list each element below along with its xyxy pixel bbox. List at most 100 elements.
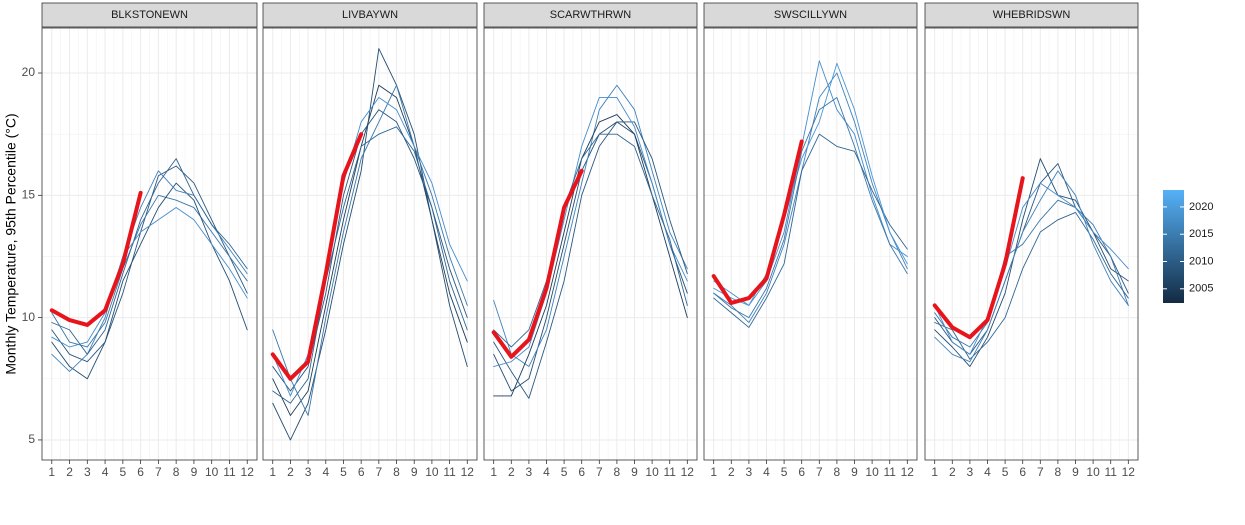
y-axis-title: Monthly Temperature, 95th Percentile (°C…	[3, 113, 19, 374]
x-tick-label: 2	[66, 465, 73, 479]
x-tick-label: 3	[84, 465, 91, 479]
x-tick-label: 5	[340, 465, 347, 479]
x-tick-label: 12	[1122, 465, 1136, 479]
x-tick-label: 10	[645, 465, 659, 479]
series-line	[713, 60, 908, 306]
x-tick-label: 2	[728, 465, 735, 479]
x-tick-label: 7	[155, 465, 162, 479]
colorbar-label: 2010	[1189, 255, 1213, 267]
x-tick-label: 11	[1104, 465, 1117, 479]
x-tick-label: 12	[241, 465, 255, 479]
highlight-line	[49, 190, 143, 327]
series-line	[713, 133, 908, 328]
x-tick-label: 8	[614, 465, 621, 479]
x-tick-label: 12	[901, 465, 915, 479]
series-line	[493, 114, 688, 397]
x-tick-label: 1	[931, 465, 938, 479]
series-line	[493, 133, 688, 348]
highlight-line	[711, 139, 804, 305]
x-tick-label: 3	[305, 465, 312, 479]
series-line	[934, 199, 1129, 348]
x-tick-label: 12	[681, 465, 695, 479]
panel-border	[924, 27, 1139, 461]
series-line	[51, 207, 248, 348]
facet-title: SCARWTHRWN	[550, 9, 632, 21]
x-tick-label: 10	[1086, 465, 1100, 479]
y-tick-label: 15	[22, 187, 36, 201]
x-tick-label: 10	[425, 465, 439, 479]
strip	[41, 2, 258, 28]
x-tick-label: 9	[411, 465, 418, 479]
series-line	[493, 97, 688, 367]
x-tick-label: 11	[443, 465, 456, 479]
facet-title: SWSCILLYWN	[774, 9, 847, 21]
colorbar-label: 2005	[1189, 283, 1213, 295]
x-tick-label: 9	[631, 465, 638, 479]
x-tick-label: 11	[223, 465, 236, 479]
x-tick-label: 10	[865, 465, 879, 479]
x-tick-label: 7	[596, 465, 603, 479]
series-line	[713, 62, 908, 306]
y-tick-label: 20	[22, 65, 36, 79]
highlight-line	[932, 176, 1025, 340]
highlight-line	[491, 168, 584, 359]
y-tick-label: 5	[28, 432, 35, 446]
colorbar-label: 2015	[1189, 228, 1213, 240]
x-tick-label: 8	[173, 465, 180, 479]
highlight-line	[270, 132, 364, 381]
panel-border	[703, 27, 918, 461]
series-line	[51, 170, 248, 372]
series-line	[272, 126, 468, 404]
colorbar	[1163, 190, 1184, 303]
series-line	[272, 97, 468, 397]
x-tick-label: 2	[508, 465, 515, 479]
x-tick-label: 6	[798, 465, 805, 479]
x-tick-label: 2	[287, 465, 294, 479]
x-tick-label: 5	[120, 465, 127, 479]
x-tick-label: 3	[967, 465, 974, 479]
series-line	[713, 72, 908, 323]
facet-title: WHEBRIDSWN	[993, 9, 1071, 21]
series-line	[51, 194, 248, 348]
x-tick-label: 9	[191, 465, 198, 479]
panel-border	[41, 27, 258, 461]
series-line	[934, 158, 1129, 367]
x-tick-label: 7	[1037, 465, 1044, 479]
x-tick-label: 1	[48, 465, 55, 479]
x-tick-label: 1	[269, 465, 276, 479]
x-tick-label: 10	[205, 465, 219, 479]
x-tick-label: 3	[746, 465, 753, 479]
x-tick-label: 8	[834, 465, 841, 479]
panel-border	[483, 27, 698, 461]
x-tick-label: 8	[1055, 465, 1062, 479]
x-tick-label: 4	[543, 465, 550, 479]
x-tick-label: 8	[393, 465, 400, 479]
series-line	[934, 182, 1129, 355]
series-line	[51, 165, 248, 363]
x-tick-label: 11	[663, 465, 676, 479]
strip	[924, 2, 1139, 28]
x-tick-label: 6	[578, 465, 585, 479]
x-tick-label: 6	[137, 465, 144, 479]
series-line	[713, 97, 908, 319]
x-tick-label: 4	[102, 465, 109, 479]
y-tick-label: 10	[22, 310, 36, 324]
x-tick-label: 6	[358, 465, 365, 479]
x-tick-label: 6	[1019, 465, 1026, 479]
x-tick-label: 12	[461, 465, 475, 479]
facet-title: BLKSTONEWN	[111, 9, 188, 21]
strip	[483, 2, 698, 28]
series-line	[272, 109, 468, 392]
x-tick-label: 1	[490, 465, 497, 479]
x-tick-label: 11	[883, 465, 896, 479]
x-tick-label: 1	[710, 465, 717, 479]
x-tick-label: 4	[763, 465, 770, 479]
x-tick-label: 7	[816, 465, 823, 479]
series-line	[51, 158, 248, 355]
x-tick-label: 7	[375, 465, 382, 479]
